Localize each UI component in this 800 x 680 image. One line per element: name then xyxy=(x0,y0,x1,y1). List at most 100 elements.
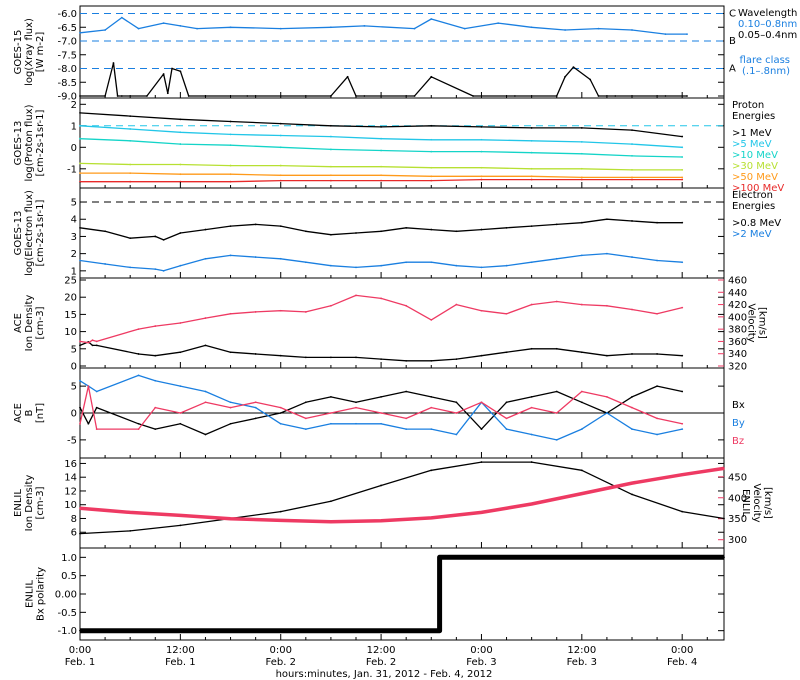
ytick-label: 2 xyxy=(71,100,77,111)
ytick-label: 5 xyxy=(71,382,77,393)
series-ace-b-0 xyxy=(79,385,683,436)
data-point xyxy=(129,511,132,514)
data-point xyxy=(505,401,508,404)
data-point xyxy=(154,406,157,409)
data-point xyxy=(246,95,249,97)
data-point xyxy=(129,529,132,532)
data-point xyxy=(279,174,282,177)
right-ylabel: [km/s] xyxy=(762,487,773,519)
ytick-label: 0 xyxy=(71,409,77,420)
panel-frame-enlil-density xyxy=(79,457,725,549)
data-point xyxy=(279,27,282,30)
ylabel: log(Xray flux) xyxy=(24,18,35,86)
ylabel: Ion Density xyxy=(24,295,35,352)
right-ytick-label: 380 xyxy=(728,325,747,336)
data-point xyxy=(229,180,232,183)
data-point xyxy=(204,433,207,436)
data-point xyxy=(229,225,232,228)
right-ylabel: [km/s] xyxy=(757,307,768,339)
data-point xyxy=(580,152,583,155)
data-point xyxy=(580,127,583,129)
data-point xyxy=(330,179,332,182)
data-point xyxy=(530,433,533,436)
data-point xyxy=(580,351,583,354)
data-point xyxy=(137,328,140,331)
flare-level-label: A xyxy=(729,64,736,75)
data-point xyxy=(129,180,132,183)
data-point xyxy=(254,417,257,420)
data-point xyxy=(330,26,332,29)
data-point xyxy=(380,179,382,182)
data-point xyxy=(129,266,132,269)
data-point xyxy=(355,356,357,359)
data-point xyxy=(79,112,81,114)
data-point xyxy=(497,22,500,25)
data-point xyxy=(631,395,633,398)
legend-item: 0.10–0.8nm xyxy=(738,19,797,30)
data-point xyxy=(505,351,508,354)
data-point xyxy=(330,520,332,523)
ylabel: log(Electron flux) xyxy=(24,190,35,276)
data-point xyxy=(405,390,408,393)
data-point xyxy=(204,257,207,260)
data-point xyxy=(681,354,684,357)
ylabel: ACE xyxy=(13,403,24,423)
data-point xyxy=(606,412,608,414)
data-point xyxy=(505,264,508,267)
data-point xyxy=(154,268,157,271)
data-point xyxy=(413,27,416,30)
data-point xyxy=(606,218,608,221)
legend-note: (.1–.8nm) xyxy=(742,66,790,77)
data-point xyxy=(405,261,408,264)
data-point xyxy=(154,235,157,238)
data-point xyxy=(606,252,608,255)
series-xray-0 xyxy=(79,16,687,35)
data-point xyxy=(279,412,282,414)
ytick-label: 2 xyxy=(71,249,77,260)
data-point xyxy=(631,155,633,157)
legend-item: >50 MeV xyxy=(732,172,778,183)
data-point xyxy=(279,257,282,260)
ylabel: ACE xyxy=(13,313,24,333)
data-point xyxy=(380,137,382,140)
data-point xyxy=(363,95,366,97)
data-point xyxy=(580,303,583,306)
series-ace-density-1 xyxy=(79,294,683,344)
data-point xyxy=(179,232,182,234)
right-ytick-label: 350 xyxy=(728,514,747,525)
data-point xyxy=(681,428,684,431)
data-point xyxy=(631,178,633,181)
data-point xyxy=(162,22,165,25)
data-point xyxy=(79,124,81,127)
right-ytick-label: 400 xyxy=(728,493,747,504)
data-point xyxy=(530,303,533,306)
data-point xyxy=(79,406,81,409)
data-point xyxy=(162,269,165,272)
series-ace-b-2 xyxy=(79,385,683,430)
data-point xyxy=(279,164,282,167)
data-point xyxy=(580,167,583,170)
data-point xyxy=(430,319,433,321)
data-point xyxy=(430,179,433,182)
data-point xyxy=(597,95,600,97)
data-point xyxy=(455,401,458,404)
data-point xyxy=(614,95,617,97)
data-point xyxy=(430,359,433,362)
data-point xyxy=(631,406,633,409)
data-point xyxy=(112,62,115,64)
data-point xyxy=(681,146,684,149)
data-point xyxy=(430,138,433,141)
xtick-day-label: Feb. 1 xyxy=(165,657,195,668)
ytick-label: -8.0 xyxy=(57,64,77,75)
data-point xyxy=(330,356,332,359)
data-point xyxy=(405,226,408,229)
data-point xyxy=(91,339,94,342)
data-point xyxy=(530,127,533,129)
data-point xyxy=(330,395,332,398)
data-point xyxy=(681,510,684,513)
data-point xyxy=(430,175,433,178)
data-point xyxy=(87,341,90,344)
data-point xyxy=(480,511,483,514)
data-point xyxy=(480,354,483,357)
xtick-time-label: 12:00 xyxy=(166,645,195,656)
